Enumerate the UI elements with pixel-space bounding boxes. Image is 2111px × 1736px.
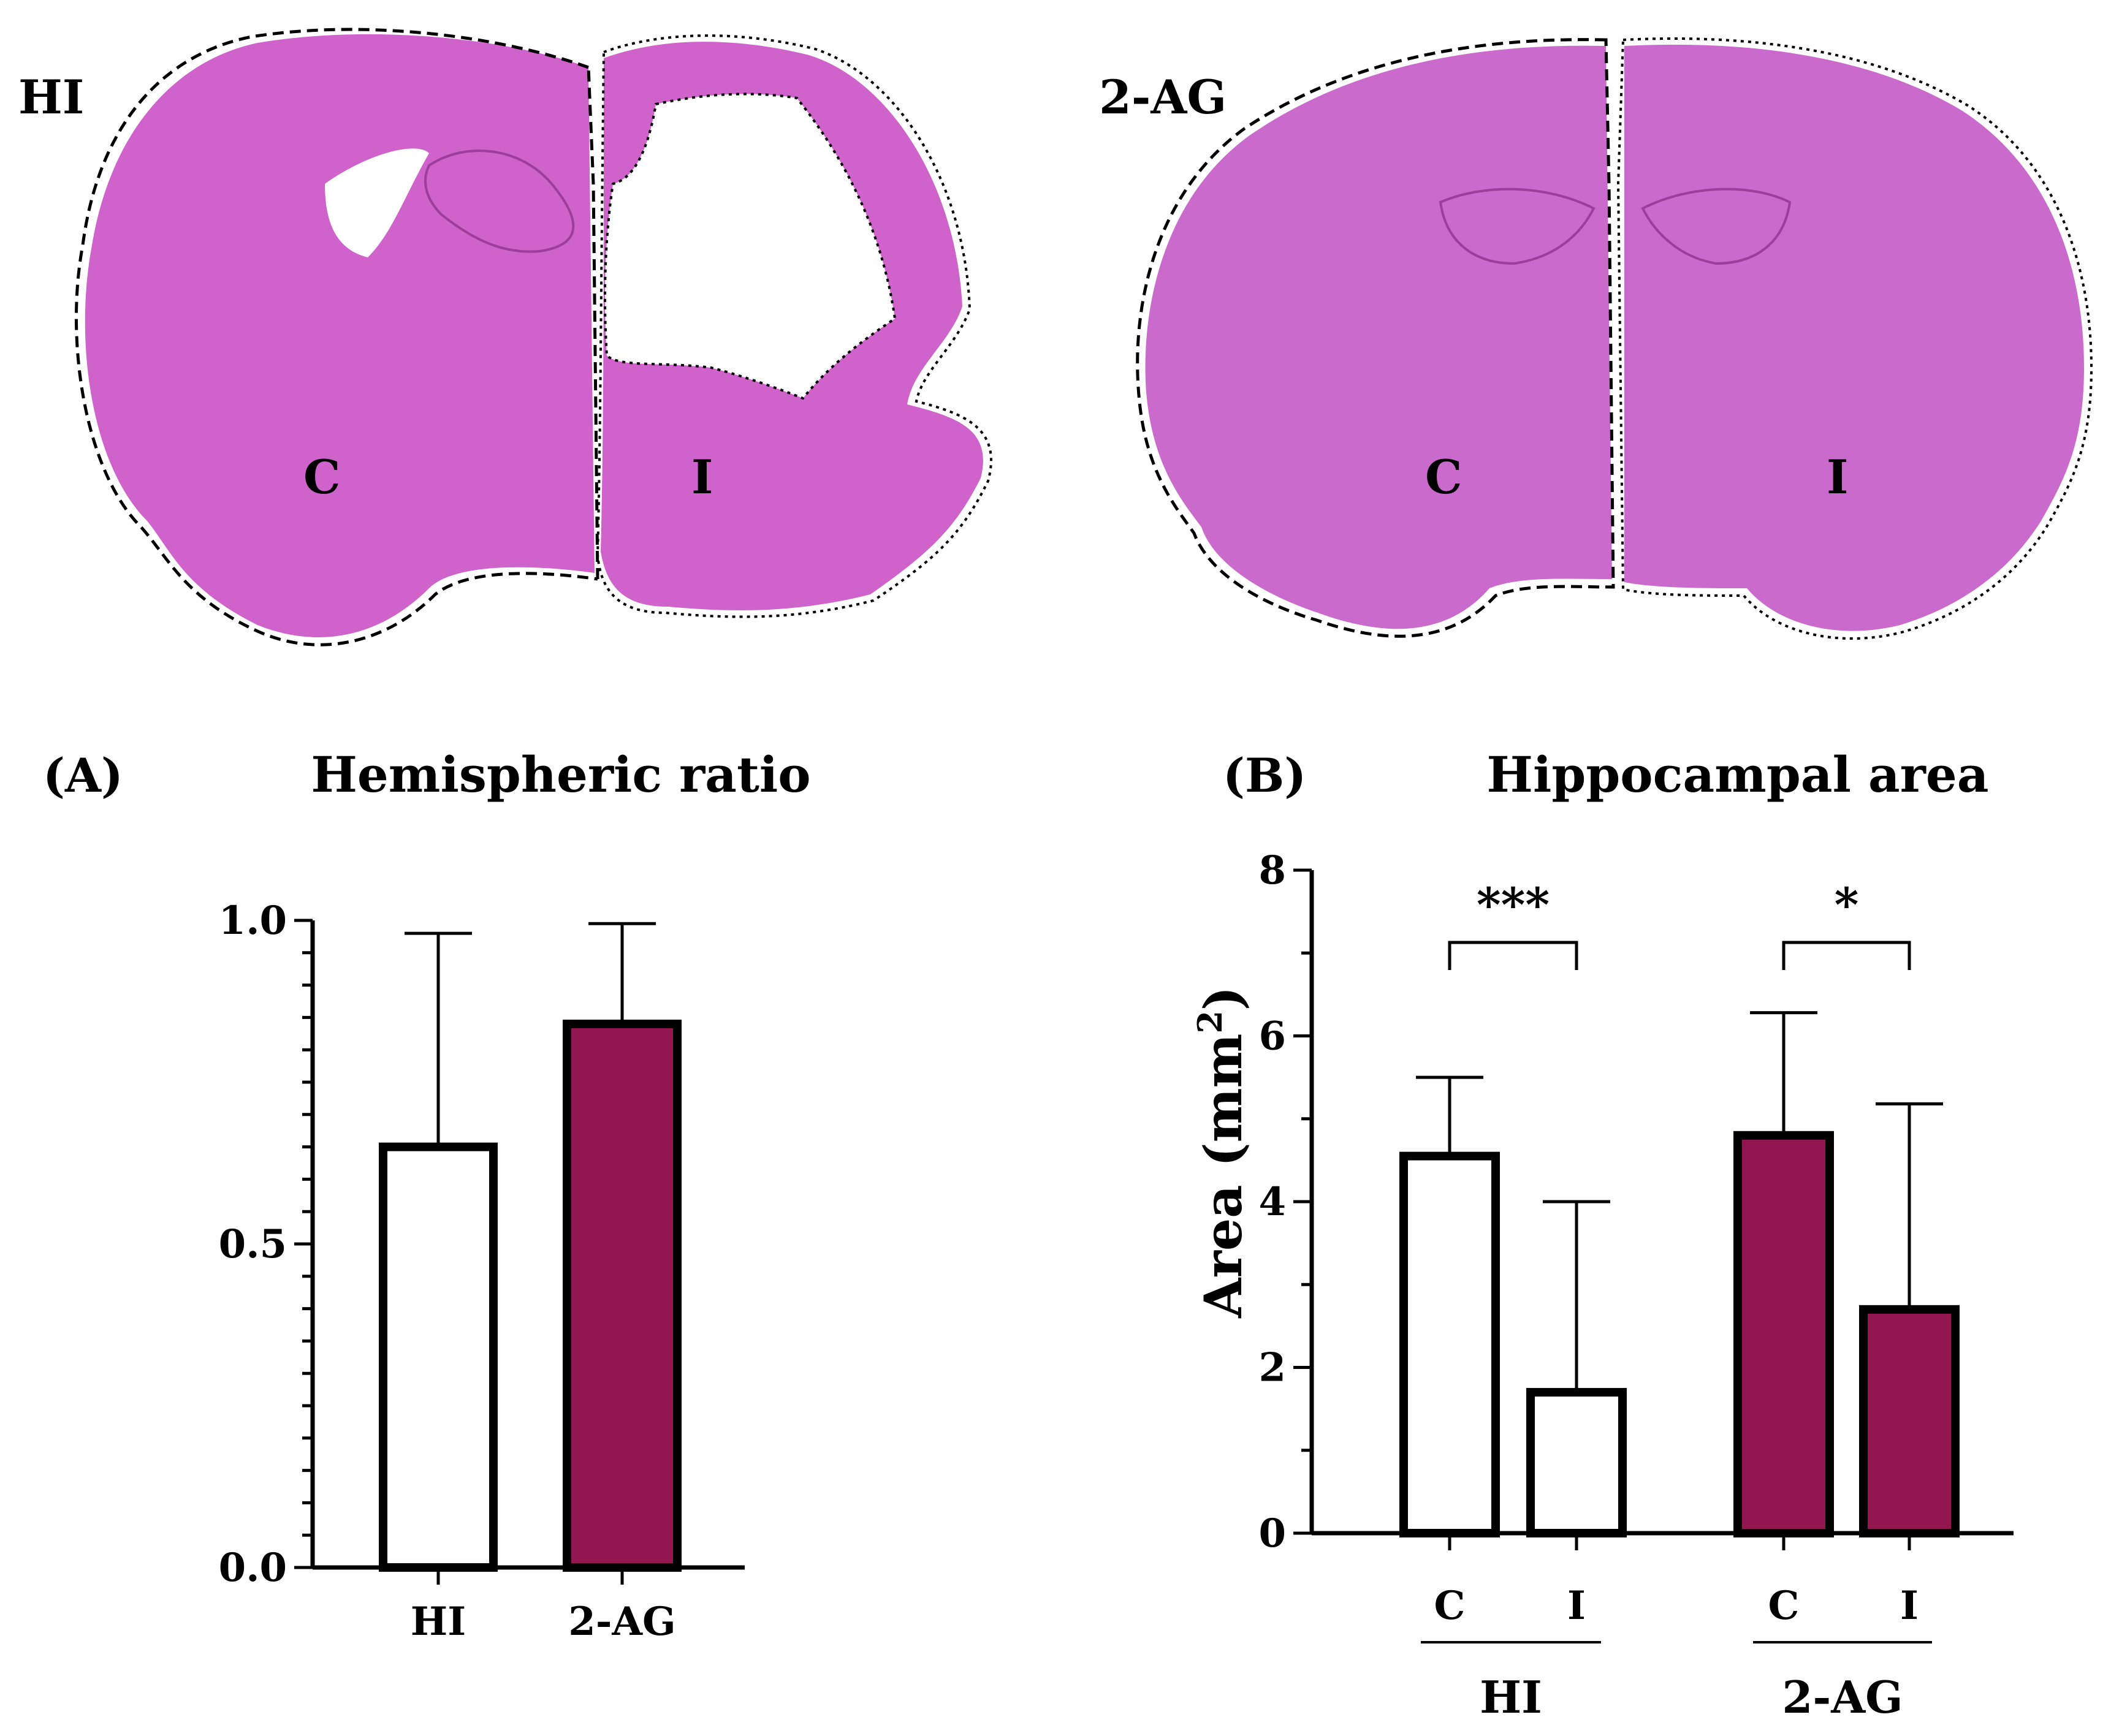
brain-hi-c-label: C: [303, 450, 341, 504]
chart-b-x-tick-label: I: [1567, 1583, 1586, 1629]
chart-a-y-tick-label: 0.0: [219, 1545, 287, 1591]
chart-b-y-tick-label: 2: [1258, 1345, 1286, 1391]
chart-b-x-tick-label: C: [1768, 1583, 1800, 1629]
brain-2ag-c-label: C: [1425, 450, 1462, 504]
chart-b-panel-label: (B): [1223, 748, 1306, 803]
chart-b-bar: [1526, 1388, 1627, 1537]
chart-a-y-tick-label: 0.5: [219, 1221, 287, 1267]
chart-b-y-axis-label: Area (mm2): [1190, 986, 1253, 1318]
chart-b-bars: [1399, 1011, 1960, 1538]
chart-b-bar: [1399, 1151, 1500, 1538]
chart-b-significance-bracket: [1448, 941, 1578, 970]
brain-2ag-contralateral: [1145, 45, 1612, 629]
chart-b-y-tick-label: 4: [1258, 1179, 1286, 1225]
chart-b-y-axis-label-sup: 2: [1190, 1010, 1230, 1034]
chart-a-y-tick-label: 1.0: [219, 898, 287, 944]
chart-a: (A) Hemispheric ratio 0.0 0.5 1.0 HI 2-AG: [43, 746, 811, 1645]
chart-a-panel-label: (A): [43, 748, 123, 803]
brain-hi-contralateral: [85, 34, 595, 637]
chart-a-x-labels: HI 2-AG: [411, 1567, 676, 1645]
chart-b-y-tick-label: 0: [1258, 1510, 1286, 1556]
chart-b-bar: [1733, 1131, 1834, 1538]
brain-hi-image: [75, 28, 992, 646]
chart-b-significance-label: *: [1835, 877, 1859, 932]
chart-a-bar: [563, 1019, 682, 1572]
brain-hi-i-label: I: [691, 450, 713, 504]
chart-a-y-axis: 0.0 0.5 1.0: [219, 898, 745, 1591]
chart-a-x-tick-label: 2-AG: [568, 1599, 675, 1645]
chart-b-significance-label: ***: [1477, 877, 1550, 932]
brain-2ag-label: 2-AG: [1099, 70, 1227, 124]
brain-2ag-image: [1136, 37, 2093, 640]
brain-2ag-i-label: I: [1827, 450, 1849, 504]
chart-b-bar: [1859, 1305, 1960, 1537]
chart-a-bars: [379, 922, 682, 1572]
chart-b-x-labels: C I C I HI 2-AG: [1421, 1533, 1932, 1723]
chart-b-x-tick-label: C: [1434, 1583, 1466, 1629]
chart-b-y-axis-label-end: ): [1193, 986, 1253, 1010]
chart-b-significance-bracket: [1782, 941, 1911, 970]
chart-a-x-tick-label: HI: [411, 1599, 466, 1645]
chart-b-title: Hippocampal area: [1486, 746, 1988, 803]
chart-b-group-label: HI: [1480, 1671, 1542, 1723]
brain-2ag-ipsilateral: [1624, 44, 2084, 631]
chart-a-title: Hemispheric ratio: [311, 746, 810, 803]
chart-b-y-tick-label: 8: [1258, 847, 1286, 893]
chart-a-bar: [379, 1142, 498, 1572]
chart-b-x-tick-label: I: [1900, 1583, 1919, 1629]
chart-b-significance: *** *: [1448, 877, 1911, 970]
chart-b-group-label: 2-AG: [1782, 1671, 1903, 1723]
chart-b-y-tick-label: 6: [1258, 1014, 1286, 1059]
brain-hi-label: HI: [18, 70, 84, 124]
